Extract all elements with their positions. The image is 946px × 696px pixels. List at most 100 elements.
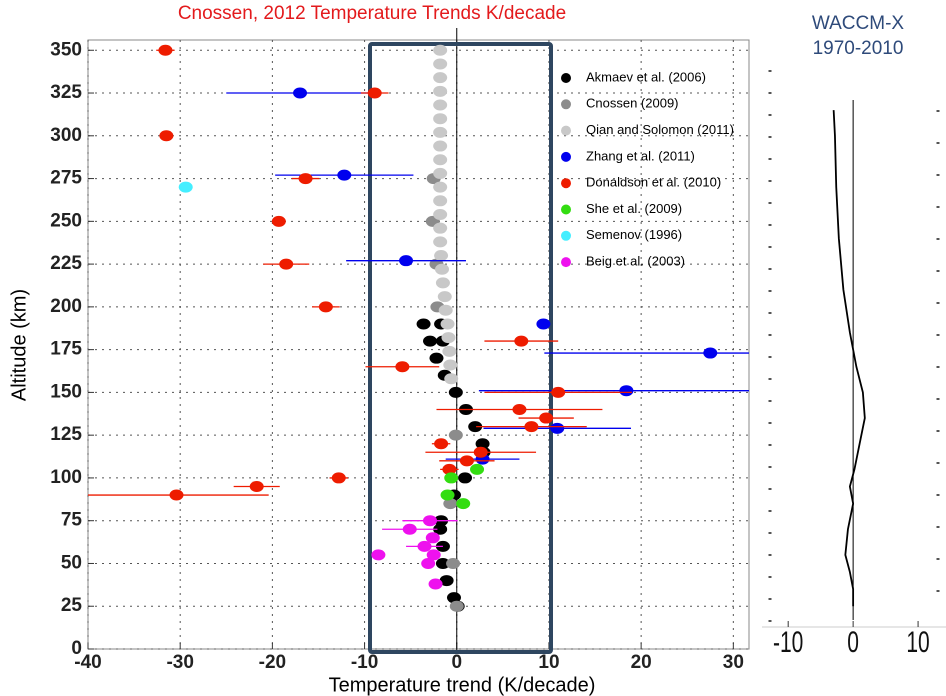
x-tick-label: 10 xyxy=(538,652,559,673)
x-tick-label: 30 xyxy=(723,652,744,673)
legend-marker xyxy=(561,204,571,215)
data-point xyxy=(434,438,449,450)
legend-label: Zhang et al. (2011) xyxy=(586,148,695,163)
x-tick-label: -10 xyxy=(773,626,803,658)
data-point xyxy=(417,540,432,552)
x-tick-label: 0 xyxy=(451,652,462,673)
y-tick-label: 200 xyxy=(50,296,82,317)
x-tick-label: -30 xyxy=(166,652,193,673)
data-point xyxy=(442,345,457,357)
data-point xyxy=(475,438,490,450)
data-point xyxy=(433,44,448,56)
data-point xyxy=(426,549,441,561)
data-point xyxy=(416,318,431,330)
data-point xyxy=(399,255,414,267)
data-point xyxy=(443,498,458,510)
x-tick-label: 20 xyxy=(631,652,652,673)
data-point xyxy=(512,404,527,416)
data-point xyxy=(433,113,448,125)
data-point xyxy=(433,140,448,152)
data-point xyxy=(435,277,450,289)
legend-label: Qian and Solomon (2011) xyxy=(586,122,734,137)
profile-line xyxy=(832,110,866,607)
data-point xyxy=(439,575,454,587)
x-tick-label: 0 xyxy=(847,626,859,658)
data-point xyxy=(331,472,346,484)
data-point xyxy=(249,480,264,492)
data-point xyxy=(433,222,448,234)
data-point xyxy=(169,489,184,501)
legend-label: Donaldson et al. (2010) xyxy=(586,175,721,190)
data-point xyxy=(524,421,539,433)
y-tick-label: 250 xyxy=(50,210,82,231)
data-point xyxy=(425,532,440,544)
data-point xyxy=(433,58,448,70)
chart-title: WACCM-X 1970-2010 xyxy=(812,13,904,59)
data-point xyxy=(437,291,452,303)
y-tick-label: 325 xyxy=(50,82,82,103)
legend-marker xyxy=(561,125,571,136)
y-tick-label: 25 xyxy=(61,595,83,616)
data-point xyxy=(271,215,286,227)
x-tick-label: -10 xyxy=(351,652,378,673)
data-point xyxy=(435,557,450,569)
data-point xyxy=(279,258,294,270)
y-tick-label: 75 xyxy=(61,510,83,531)
right-panel-frame xyxy=(762,70,946,640)
data-point xyxy=(551,386,566,398)
legend-marker xyxy=(561,178,571,189)
data-point xyxy=(433,167,448,179)
x-tick-label: -40 xyxy=(74,652,101,673)
data-point xyxy=(458,472,473,484)
data-point xyxy=(449,600,464,612)
highlight-box xyxy=(368,42,553,654)
data-point xyxy=(441,332,456,344)
data-point xyxy=(423,335,438,347)
data-point xyxy=(444,373,459,385)
legend-marker xyxy=(561,99,571,110)
data-point xyxy=(433,154,448,166)
legend-label: She et al. (2009) xyxy=(586,201,682,216)
legend-marker xyxy=(561,230,571,241)
data-point xyxy=(429,352,444,364)
y-tick-label: 125 xyxy=(50,424,82,445)
data-point xyxy=(423,515,438,527)
data-point xyxy=(440,489,455,501)
data-point xyxy=(459,455,474,467)
data-layer xyxy=(88,44,749,612)
data-point xyxy=(402,523,417,535)
data-point xyxy=(433,126,448,138)
data-point xyxy=(446,592,461,604)
data-point xyxy=(443,359,458,371)
y-tick-label: 275 xyxy=(50,168,82,189)
legend-label: Semenov (1996) xyxy=(586,227,682,242)
data-point xyxy=(703,347,718,359)
y-tick-label: 225 xyxy=(50,253,82,274)
data-point xyxy=(619,385,634,397)
data-point xyxy=(433,208,448,220)
data-point xyxy=(438,304,453,316)
data-point xyxy=(178,181,193,193)
y-tick-label: 0 xyxy=(71,638,82,659)
y-tick-label: 300 xyxy=(50,125,82,146)
data-point xyxy=(434,250,449,262)
data-point xyxy=(421,557,436,569)
data-point xyxy=(473,446,488,458)
data-point xyxy=(444,472,459,484)
data-point xyxy=(433,99,448,111)
legend-label: Cnossen (2009) xyxy=(586,96,679,111)
data-point xyxy=(550,422,565,434)
data-point xyxy=(371,549,386,561)
chart-title: Cnossen, 2012 Temperature Trends K/decad… xyxy=(178,3,566,24)
y-tick-label: 175 xyxy=(50,339,82,360)
data-point xyxy=(158,44,173,56)
data-point xyxy=(159,130,174,142)
data-point xyxy=(470,463,485,475)
data-point xyxy=(433,236,448,248)
x-tick-label: 10 xyxy=(906,626,929,658)
legend-marker xyxy=(561,151,571,162)
data-point xyxy=(428,578,443,590)
x-axis-label: Temperature trend (K/decade) xyxy=(329,674,596,696)
data-point xyxy=(442,463,457,475)
title-line: 1970-2010 xyxy=(813,38,904,59)
